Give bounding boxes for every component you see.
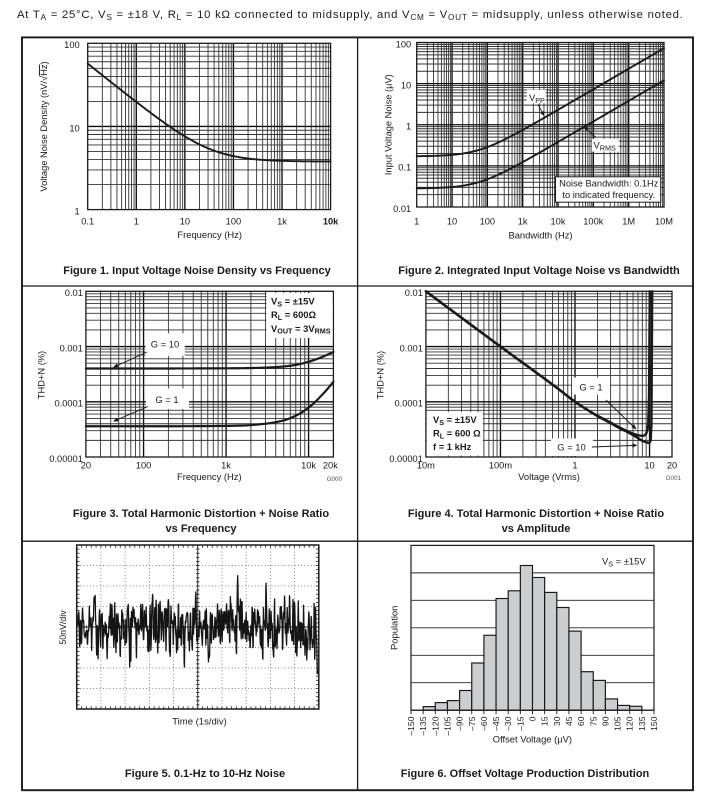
svg-text:Time (1s/div): Time (1s/div) <box>172 717 227 728</box>
svg-text:1k: 1k <box>221 461 231 471</box>
svg-text:Figure 4. Total Harmonic Disto: Figure 4. Total Harmonic Distortion + No… <box>408 508 664 520</box>
svg-text:1M: 1M <box>622 217 635 227</box>
svg-text:vs Amplitude: vs Amplitude <box>502 523 571 535</box>
svg-text:–30: –30 <box>503 716 513 731</box>
svg-text:VS = ±15V: VS = ±15V <box>602 556 646 569</box>
svg-text:50nV/div: 50nV/div <box>58 610 68 645</box>
svg-text:0.001: 0.001 <box>400 343 423 353</box>
svg-text:10M: 10M <box>655 217 673 227</box>
svg-text:20: 20 <box>667 461 677 471</box>
svg-text:105: 105 <box>613 716 623 731</box>
svg-text:–90: –90 <box>455 716 465 731</box>
svg-text:VPP: VPP <box>529 92 545 105</box>
svg-text:10: 10 <box>447 217 457 227</box>
svg-text:G = 10: G = 10 <box>557 442 585 453</box>
svg-text:10: 10 <box>180 217 190 227</box>
svg-text:10k: 10k <box>323 217 339 227</box>
svg-text:G = 1: G = 1 <box>155 394 178 405</box>
svg-text:f = 1 kHz: f = 1 kHz <box>433 441 472 452</box>
svg-text:G001: G001 <box>666 475 682 482</box>
svg-text:VOUT = 3VRMS: VOUT = 3VRMS <box>271 323 331 336</box>
svg-text:RL = 600 Ω: RL = 600 Ω <box>433 428 481 441</box>
svg-text:At TA = 25°C, VS = ±18 V, RL =: At TA = 25°C, VS = ±18 V, RL = 10 kΩ con… <box>17 9 684 22</box>
svg-text:Voltage Noise Density (nV/√Hz): Voltage Noise Density (nV/√Hz) <box>39 61 49 191</box>
svg-text:100m: 100m <box>489 461 513 471</box>
svg-text:Frequency (Hz): Frequency (Hz) <box>177 229 242 240</box>
svg-text:Figure 5. 0.1-Hz to 10-Hz Nois: Figure 5. 0.1-Hz to 10-Hz Noise <box>125 768 285 780</box>
svg-text:0.0001: 0.0001 <box>54 399 82 409</box>
svg-text:20k: 20k <box>323 461 338 471</box>
svg-text:10: 10 <box>644 461 654 471</box>
svg-text:Figure 3. Total Harmonic Disto: Figure 3. Total Harmonic Distortion + No… <box>73 508 329 520</box>
svg-text:100k: 100k <box>583 217 604 227</box>
svg-text:1: 1 <box>75 206 80 216</box>
svg-text:VRMS: VRMS <box>594 140 616 153</box>
svg-text:Figure 1. Input Voltage Noise: Figure 1. Input Voltage Noise Density vs… <box>63 265 331 277</box>
svg-text:to indicated frequency.: to indicated frequency. <box>562 190 655 200</box>
svg-text:100: 100 <box>480 217 496 227</box>
svg-text:0.1: 0.1 <box>398 163 411 173</box>
svg-text:0.00001: 0.00001 <box>389 454 423 464</box>
svg-text:0: 0 <box>528 716 538 721</box>
svg-text:135: 135 <box>637 716 647 731</box>
svg-text:–60: –60 <box>479 716 489 731</box>
svg-text:THD+N (%): THD+N (%) <box>376 351 386 399</box>
svg-text:60: 60 <box>576 716 586 726</box>
svg-text:–45: –45 <box>491 716 501 731</box>
svg-text:THD+N (%): THD+N (%) <box>37 351 47 399</box>
svg-text:10k: 10k <box>301 461 316 471</box>
svg-text:30: 30 <box>552 716 562 726</box>
svg-text:Population: Population <box>389 606 400 650</box>
svg-text:Figure 6. Offset Voltage Produ: Figure 6. Offset Voltage Production Dist… <box>401 768 650 780</box>
svg-text:1: 1 <box>406 122 411 132</box>
svg-text:10: 10 <box>401 80 411 90</box>
svg-text:150: 150 <box>649 716 659 731</box>
svg-text:vs Frequency: vs Frequency <box>166 523 238 535</box>
svg-text:120: 120 <box>625 716 635 731</box>
svg-text:20: 20 <box>81 461 91 471</box>
svg-text:–150: –150 <box>406 716 416 735</box>
svg-text:1: 1 <box>572 461 577 471</box>
svg-text:90: 90 <box>600 716 610 726</box>
svg-text:1k: 1k <box>518 217 528 227</box>
svg-text:G = 1: G = 1 <box>579 382 602 393</box>
svg-text:Offset Voltage (µV): Offset Voltage (µV) <box>493 734 572 745</box>
svg-text:0.01: 0.01 <box>65 288 83 298</box>
svg-text:0.01: 0.01 <box>393 204 411 214</box>
svg-text:0.0001: 0.0001 <box>394 399 422 409</box>
svg-text:100: 100 <box>136 461 152 471</box>
svg-text:0.1: 0.1 <box>81 217 94 227</box>
svg-text:1k: 1k <box>277 217 287 227</box>
svg-text:Voltage (Vrms): Voltage (Vrms) <box>518 471 580 482</box>
svg-text:15: 15 <box>540 716 550 726</box>
svg-text:75: 75 <box>588 716 598 726</box>
svg-text:Input Voltage Noise (µV): Input Voltage Noise (µV) <box>384 74 394 175</box>
svg-text:–75: –75 <box>467 716 477 731</box>
svg-text:45: 45 <box>564 716 574 726</box>
svg-text:Figure 2. Integrated Input Vol: Figure 2. Integrated Input Voltage Noise… <box>398 265 680 277</box>
svg-text:VS = ±15V: VS = ±15V <box>271 296 315 309</box>
svg-text:10: 10 <box>69 123 79 133</box>
svg-text:–105: –105 <box>442 716 452 735</box>
svg-text:G = 10: G = 10 <box>151 339 179 350</box>
svg-text:Bandwidth (Hz): Bandwidth (Hz) <box>508 230 572 241</box>
svg-text:100: 100 <box>396 39 412 49</box>
svg-text:RL = 600Ω: RL = 600Ω <box>271 309 316 322</box>
svg-text:10k: 10k <box>551 217 566 227</box>
svg-text:–135: –135 <box>418 716 428 735</box>
svg-text:0.01: 0.01 <box>405 288 423 298</box>
svg-text:100: 100 <box>226 217 242 227</box>
svg-text:0.00001: 0.00001 <box>49 454 83 464</box>
svg-text:G000: G000 <box>327 476 343 483</box>
svg-text:1: 1 <box>134 217 139 227</box>
svg-text:10m: 10m <box>417 461 435 471</box>
svg-text:–120: –120 <box>430 716 440 735</box>
svg-text:0.001: 0.001 <box>60 343 83 353</box>
svg-text:Noise Bandwidth: 0.1Hz: Noise Bandwidth: 0.1Hz <box>559 179 659 189</box>
svg-text:Frequency (Hz): Frequency (Hz) <box>177 471 242 482</box>
svg-text:1: 1 <box>414 217 419 227</box>
svg-text:–15: –15 <box>515 716 525 731</box>
svg-text:VS = ±15V: VS = ±15V <box>433 414 477 427</box>
svg-text:100: 100 <box>64 40 80 50</box>
